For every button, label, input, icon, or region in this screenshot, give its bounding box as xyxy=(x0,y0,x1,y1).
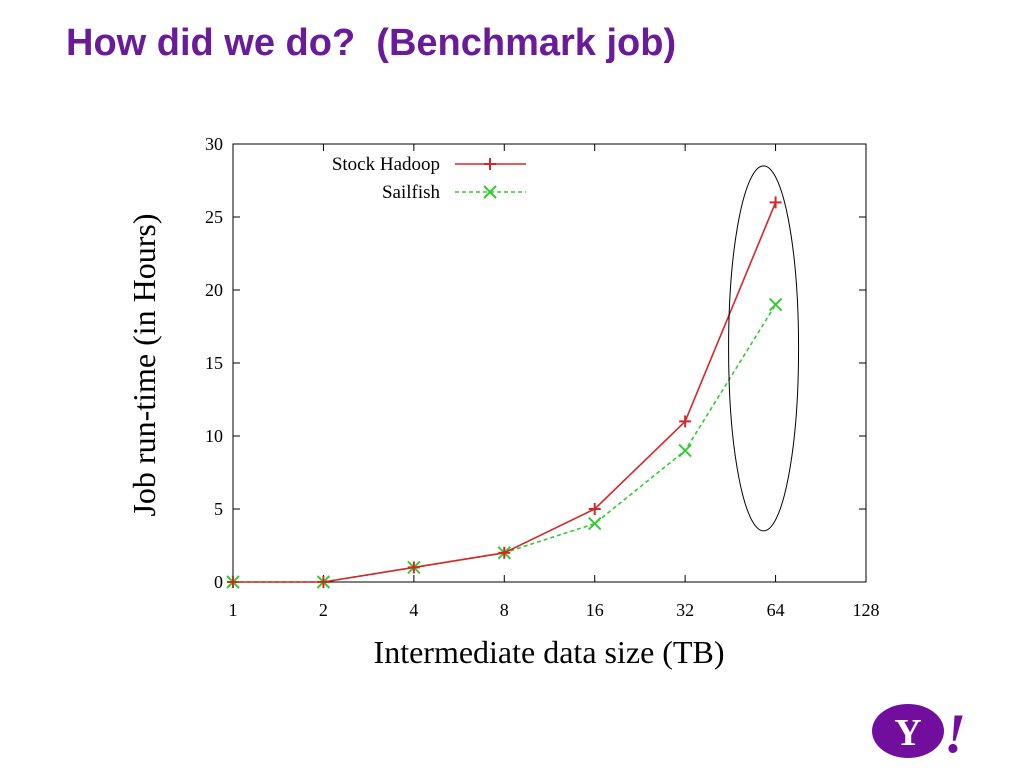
data-point-stock-hadoop xyxy=(679,415,692,428)
data-point-sailfish xyxy=(768,297,783,312)
legend-label-stock-hadoop: Stock Hadoop xyxy=(332,154,440,175)
y-tick-label: 0 xyxy=(214,572,223,592)
series-line-stock-hadoop xyxy=(233,202,777,583)
legend: Stock Hadoop Sailfish xyxy=(332,154,526,203)
y-axis-label: Job run-time (in Hours) xyxy=(126,213,162,516)
x-tick-label: 8 xyxy=(500,600,509,620)
x-tick-label: 32 xyxy=(676,600,694,620)
y-axis-ticks: 0 5 10 15 20 25 30 xyxy=(205,134,866,592)
series-line-sailfish xyxy=(233,304,777,583)
x-axis-ticks: 1 2 4 8 16 32 64 128 xyxy=(229,144,880,620)
y-tick-label: 30 xyxy=(205,134,223,154)
x-tick-label: 16 xyxy=(586,600,604,620)
y-tick-label: 15 xyxy=(205,353,223,373)
data-point-stock-hadoop xyxy=(227,576,239,588)
yahoo-logo: Y ! xyxy=(872,703,966,760)
series-layer xyxy=(226,196,783,589)
svg-text:Y: Y xyxy=(894,712,921,754)
data-point-stock-hadoop xyxy=(588,503,601,515)
y-tick-label: 10 xyxy=(205,426,223,446)
x-tick-label: 1 xyxy=(229,600,238,620)
data-point-stock-hadoop xyxy=(498,546,511,559)
data-point-sailfish xyxy=(678,443,692,458)
slide-title: How did we do? (Benchmark job) xyxy=(66,22,677,64)
y-tick-label: 25 xyxy=(205,207,223,227)
x-tick-label: 2 xyxy=(319,600,328,620)
data-point-sailfish xyxy=(588,516,602,531)
legend-label-sailfish: Sailfish xyxy=(382,182,441,203)
svg-text:!: ! xyxy=(944,703,966,760)
y-tick-label: 5 xyxy=(214,499,223,519)
data-point-stock-hadoop xyxy=(317,576,330,588)
legend-marker-sailfish xyxy=(483,185,497,199)
data-point-stock-hadoop xyxy=(769,196,782,209)
x-tick-label: 64 xyxy=(767,600,785,620)
legend-marker-stock-hadoop xyxy=(484,158,496,170)
plot-frame xyxy=(232,143,867,583)
data-point-stock-hadoop xyxy=(407,561,420,574)
x-tick-label: 4 xyxy=(409,600,418,620)
highlight-ellipse xyxy=(728,165,800,532)
annotation-layer xyxy=(728,165,800,532)
x-tick-label: 128 xyxy=(853,600,880,620)
y-tick-label: 20 xyxy=(205,280,223,300)
x-axis-label: Intermediate data size (TB) xyxy=(374,634,725,670)
